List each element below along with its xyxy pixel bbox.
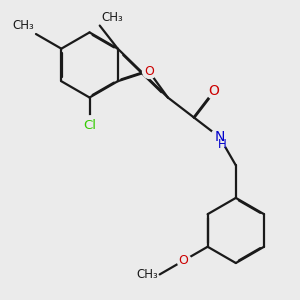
Text: O: O: [208, 85, 219, 98]
Text: O: O: [144, 65, 154, 78]
Text: H: H: [218, 138, 226, 151]
Text: N: N: [214, 130, 225, 144]
Text: CH₃: CH₃: [101, 11, 123, 24]
Text: Cl: Cl: [83, 119, 96, 132]
Text: O: O: [179, 254, 189, 267]
Text: CH₃: CH₃: [136, 268, 158, 281]
Text: CH₃: CH₃: [13, 20, 34, 32]
